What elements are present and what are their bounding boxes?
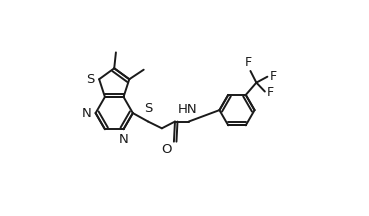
Text: N: N [82, 106, 92, 120]
Text: F: F [245, 56, 252, 69]
Text: F: F [267, 86, 274, 99]
Text: S: S [144, 102, 152, 115]
Text: S: S [86, 73, 94, 86]
Text: HN: HN [178, 103, 197, 116]
Text: O: O [161, 143, 171, 156]
Text: N: N [119, 133, 129, 146]
Text: F: F [269, 70, 277, 83]
